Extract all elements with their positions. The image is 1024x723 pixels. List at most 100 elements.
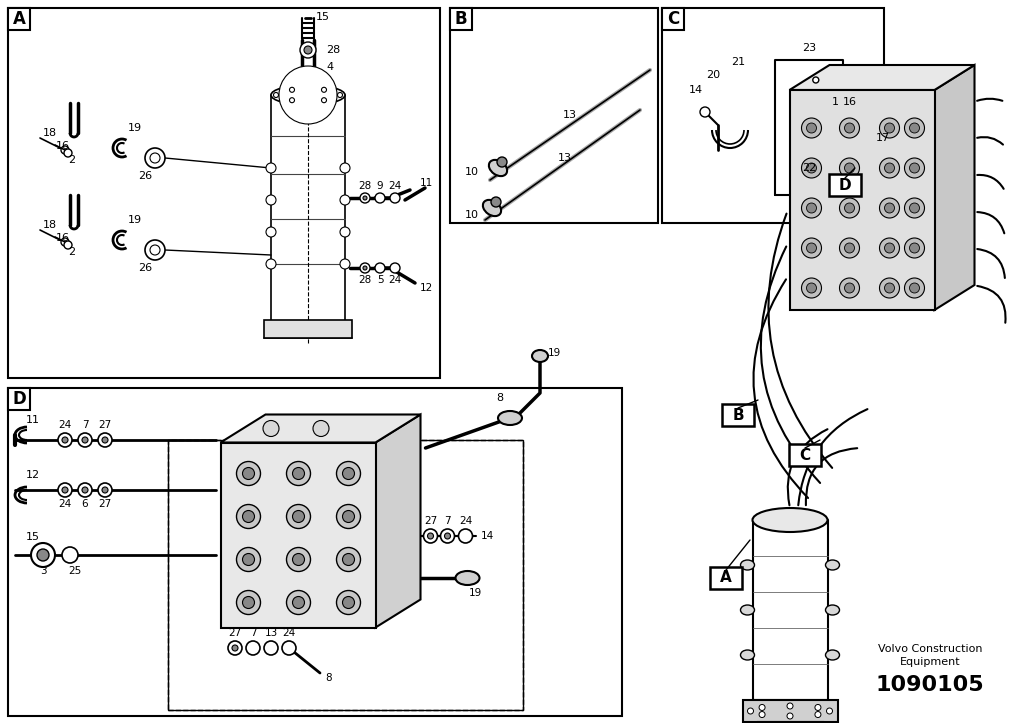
Circle shape xyxy=(885,123,895,133)
Ellipse shape xyxy=(740,560,755,570)
Text: 24: 24 xyxy=(58,420,72,430)
Circle shape xyxy=(390,263,400,273)
Text: 28: 28 xyxy=(326,45,340,55)
Text: 4: 4 xyxy=(326,62,333,72)
Circle shape xyxy=(287,547,310,571)
Text: 24: 24 xyxy=(459,516,472,526)
Circle shape xyxy=(243,510,255,523)
Circle shape xyxy=(427,533,433,539)
Text: 10: 10 xyxy=(465,167,479,177)
Circle shape xyxy=(337,461,360,486)
Circle shape xyxy=(904,238,925,258)
Circle shape xyxy=(802,198,821,218)
Ellipse shape xyxy=(488,160,507,176)
Circle shape xyxy=(263,421,279,437)
Circle shape xyxy=(62,487,68,493)
Text: 19: 19 xyxy=(128,123,142,133)
Circle shape xyxy=(293,554,304,565)
Circle shape xyxy=(228,641,242,655)
Circle shape xyxy=(337,505,360,529)
Text: D: D xyxy=(839,178,851,192)
Text: C: C xyxy=(800,448,811,463)
Text: 17: 17 xyxy=(876,133,890,143)
Text: 23: 23 xyxy=(802,43,816,53)
Text: A: A xyxy=(720,570,732,586)
Circle shape xyxy=(840,278,859,298)
Circle shape xyxy=(904,158,925,178)
Text: 24: 24 xyxy=(388,181,401,191)
Circle shape xyxy=(342,554,354,565)
Circle shape xyxy=(909,203,920,213)
Circle shape xyxy=(375,263,385,273)
Circle shape xyxy=(340,227,350,237)
Circle shape xyxy=(340,163,350,173)
Circle shape xyxy=(266,163,276,173)
Text: 14: 14 xyxy=(689,85,703,95)
Text: 14: 14 xyxy=(480,531,494,541)
Circle shape xyxy=(102,487,108,493)
Circle shape xyxy=(390,193,400,203)
Ellipse shape xyxy=(825,605,840,615)
Text: D: D xyxy=(12,390,26,408)
Text: 28: 28 xyxy=(358,275,372,285)
Circle shape xyxy=(62,547,78,563)
Circle shape xyxy=(293,596,304,609)
Circle shape xyxy=(845,163,854,173)
Text: 20: 20 xyxy=(706,70,720,80)
Circle shape xyxy=(78,433,92,447)
Bar xyxy=(168,440,523,710)
Ellipse shape xyxy=(740,650,755,660)
Circle shape xyxy=(322,98,327,103)
Circle shape xyxy=(145,240,165,260)
Text: 21: 21 xyxy=(731,57,745,67)
Text: 15: 15 xyxy=(316,12,330,22)
Circle shape xyxy=(266,195,276,205)
Text: 5: 5 xyxy=(377,275,383,285)
Bar xyxy=(8,388,30,410)
Circle shape xyxy=(82,437,88,443)
Circle shape xyxy=(880,198,899,218)
Circle shape xyxy=(840,158,859,178)
Ellipse shape xyxy=(825,560,840,570)
Circle shape xyxy=(909,243,920,253)
Ellipse shape xyxy=(532,350,548,362)
Text: 13: 13 xyxy=(563,110,577,120)
Circle shape xyxy=(807,203,816,213)
Circle shape xyxy=(287,591,310,615)
Circle shape xyxy=(759,704,765,711)
Circle shape xyxy=(885,163,895,173)
Bar xyxy=(8,8,30,30)
Circle shape xyxy=(293,468,304,479)
Circle shape xyxy=(909,163,920,173)
Circle shape xyxy=(243,468,255,479)
Circle shape xyxy=(807,243,816,253)
Text: 8: 8 xyxy=(497,393,504,403)
Circle shape xyxy=(802,118,821,138)
Circle shape xyxy=(58,433,72,447)
Circle shape xyxy=(841,116,849,124)
Circle shape xyxy=(497,157,507,167)
Polygon shape xyxy=(790,65,975,90)
Circle shape xyxy=(904,278,925,298)
Text: 18: 18 xyxy=(43,220,57,230)
Circle shape xyxy=(63,149,72,157)
Circle shape xyxy=(802,278,821,298)
Circle shape xyxy=(98,483,112,497)
Circle shape xyxy=(444,533,451,539)
Circle shape xyxy=(840,238,859,258)
Circle shape xyxy=(342,510,354,523)
Text: 2: 2 xyxy=(69,155,76,165)
Circle shape xyxy=(759,711,765,717)
Circle shape xyxy=(845,243,854,253)
Circle shape xyxy=(82,487,88,493)
Text: 26: 26 xyxy=(138,263,152,273)
Text: 16: 16 xyxy=(843,97,857,107)
Circle shape xyxy=(748,708,754,714)
Text: 27: 27 xyxy=(228,628,242,638)
Circle shape xyxy=(237,461,260,486)
Polygon shape xyxy=(376,414,421,628)
Circle shape xyxy=(362,266,367,270)
Circle shape xyxy=(246,641,260,655)
Circle shape xyxy=(375,193,385,203)
Circle shape xyxy=(243,554,255,565)
